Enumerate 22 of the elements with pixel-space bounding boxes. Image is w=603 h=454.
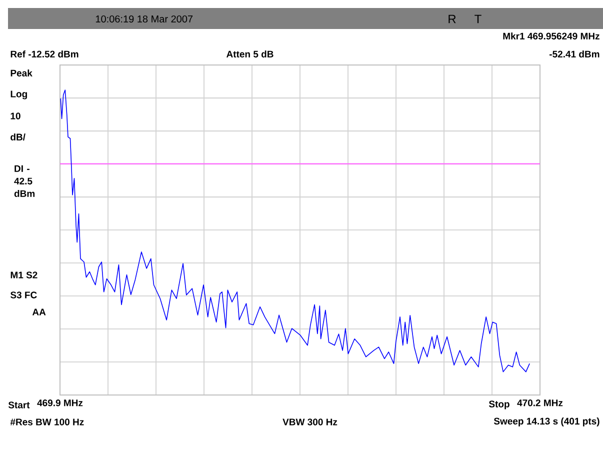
text: VBW 300 Hz <box>282 418 338 426</box>
ref-line-label: DI -42.5 dBm <box>14 165 35 197</box>
text: Stop <box>488 400 510 410</box>
text: Mkr1 469.956249 MHz <box>503 32 600 40</box>
text: Start <box>8 402 30 408</box>
text: Sweep 14.13 s (401 pts) <box>494 418 600 426</box>
text: R <box>448 14 456 24</box>
text: -52.41 dBm <box>549 50 600 58</box>
text: T <box>474 14 482 24</box>
text: Atten 5 dB <box>226 50 274 58</box>
text: Ref -12.52 dBm <box>10 50 78 58</box>
text: 10 <box>10 112 20 120</box>
text: Log <box>10 90 27 100</box>
x-tick-label: 470.2 MHz <box>517 400 563 406</box>
text: dB/ <box>10 133 26 141</box>
x-tick-label: 469.9 MHz <box>37 400 83 406</box>
text: S3 FC <box>10 292 37 298</box>
text: #Res BW 100 Hz <box>10 418 84 426</box>
text: M1 S2 <box>10 272 38 278</box>
text: 10:06:19 18 Mar 2007 <box>96 15 193 23</box>
text: Peak <box>10 70 32 76</box>
text: AA <box>32 308 46 316</box>
